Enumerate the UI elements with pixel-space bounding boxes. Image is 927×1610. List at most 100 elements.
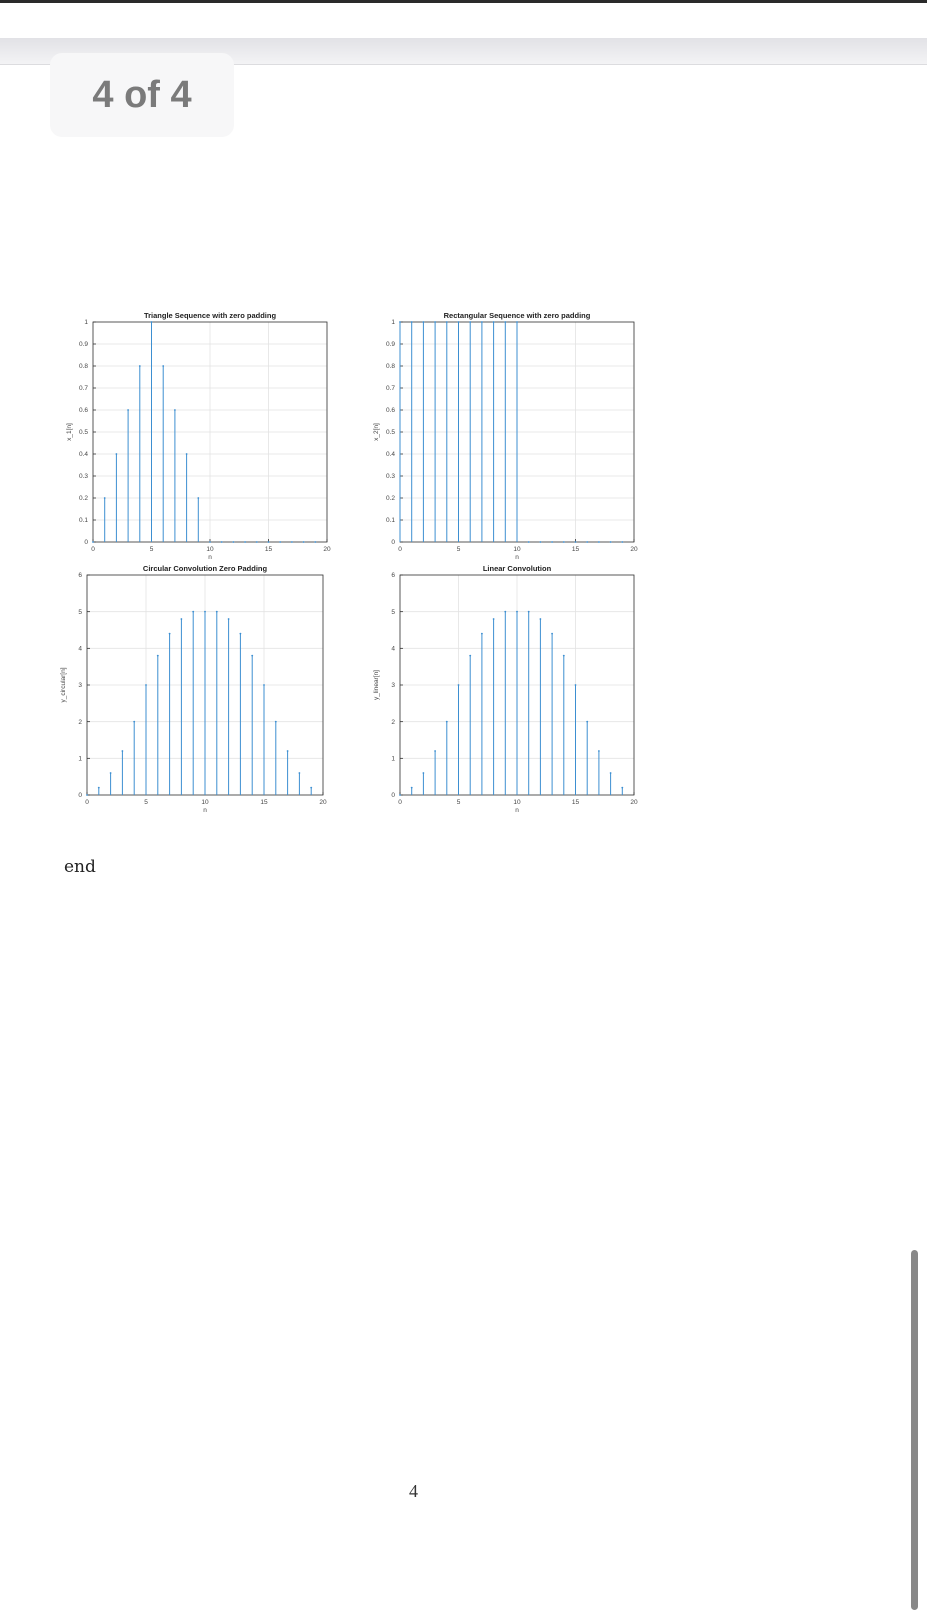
stem-mark	[168, 632, 171, 795]
y-tick-label: 0.6	[79, 407, 88, 414]
stem-mark	[410, 321, 413, 542]
stem-marker	[314, 541, 317, 543]
stem-marker	[586, 541, 589, 543]
x-tick-label: 0	[398, 799, 402, 806]
stem-mark	[399, 794, 401, 796]
x-tick-label: 15	[265, 546, 273, 553]
x-tick-label: 20	[323, 546, 331, 553]
stem-marker	[551, 541, 553, 543]
stem-mark	[302, 541, 305, 543]
y-tick-label: 0.4	[79, 451, 88, 458]
stem-mark	[481, 632, 483, 795]
stem-mark	[92, 541, 94, 543]
vertical-scrollbar[interactable]	[911, 1250, 918, 1610]
page-indicator: 4 of 4	[50, 53, 234, 137]
subplot-2: 0 5 10 15 20 0 0.1 0.2 0.3 0.4 0.5 0.6 0.7 0.8 0.9 1 Rec…	[373, 311, 638, 561]
stem-marker	[185, 453, 188, 455]
y-tick-label: 0.3	[386, 473, 395, 480]
code-end-keyword: end	[64, 857, 96, 877]
stem-mark	[551, 632, 553, 795]
x-tick-label: 10	[513, 799, 521, 806]
stem-mark	[115, 453, 118, 542]
subplot-title: Circular Convolution Zero Padding	[143, 564, 268, 573]
stem-marker	[457, 321, 460, 323]
x-tick-label: 15	[572, 546, 580, 553]
stem-marker	[539, 618, 542, 620]
stem-marker	[586, 720, 589, 723]
subplot-title: Rectangular Sequence with zero padding	[444, 311, 591, 320]
stem-mark	[586, 541, 589, 543]
stem-mark	[197, 497, 200, 542]
stem-marker	[180, 618, 183, 620]
x-tick-label: 10	[201, 799, 209, 806]
stem-marker	[192, 610, 195, 613]
y-tick-label: 2	[78, 719, 82, 726]
y-tick-label: 0	[84, 539, 88, 546]
y-tick-label: 5	[78, 609, 82, 616]
stem-marker	[562, 541, 565, 543]
y-tick-label: 0.9	[79, 341, 88, 348]
stem-marker	[434, 321, 436, 323]
stem-marker	[145, 684, 147, 686]
stem-mark	[274, 720, 277, 795]
stem-marker	[232, 541, 235, 543]
y-tick-label: 0.8	[386, 363, 395, 370]
stem-marker	[551, 632, 553, 635]
stem-mark	[539, 541, 542, 543]
stem-marker	[481, 321, 483, 323]
stem-marker	[162, 365, 165, 367]
y-axis-label: y_linear[n]	[373, 670, 380, 700]
stem-mark	[574, 541, 577, 543]
y-tick-label: 0.6	[386, 407, 395, 414]
stem-mark	[598, 750, 600, 795]
stem-marker	[298, 772, 301, 774]
stem-marker	[197, 497, 200, 499]
stem-mark	[267, 541, 270, 543]
stem-marker	[244, 541, 247, 543]
stem-marker	[609, 772, 612, 774]
stem-marker	[220, 541, 223, 543]
stem-marker	[267, 541, 270, 543]
stem-mark	[232, 541, 235, 543]
stem-mark	[527, 541, 530, 543]
stem-mark	[457, 321, 460, 542]
x-tick-label: 15	[572, 799, 580, 806]
stem-mark	[286, 750, 289, 795]
stem-marker	[621, 786, 624, 789]
stem-marker	[492, 321, 495, 323]
stem-marker	[251, 654, 254, 657]
stem-marker	[434, 750, 436, 752]
stem-mark	[138, 365, 141, 542]
stem-mark	[185, 453, 188, 542]
stem-mark	[215, 610, 218, 795]
stem-marker	[504, 321, 507, 323]
stem-marker	[174, 409, 176, 411]
x-tick-label: 20	[630, 546, 638, 553]
subplot-1: 0 5 10 15 20 0 0.1 0.2 0.3 0.4 0.5 0.6 0.7 0.8 0.9 1 Tri…	[66, 311, 331, 561]
stem-marker	[92, 541, 94, 543]
x-tick-label: 5	[457, 799, 461, 806]
stem-marker	[156, 654, 159, 657]
stem-marker	[310, 786, 313, 789]
stem-marker	[133, 720, 136, 723]
matlab-figure: 0 5 10 15 2000.10.20.30.40.50.60.70.80.91Tri…	[60, 311, 638, 814]
stem-mark	[239, 632, 242, 795]
subplot-3: 0 5 10 15 20 0 1 2 3 4 5 6 Circular Convolution Zero…	[60, 564, 327, 814]
y-tick-label: 0	[391, 792, 395, 799]
stem-mark	[609, 772, 612, 795]
stem-marker	[255, 541, 258, 543]
subplot-4: 0 5 10 15 20 0 1 2 3 4 5 6 Linear Convolution n y_line…	[373, 564, 638, 814]
stem-mark	[621, 541, 624, 543]
stem-mark	[145, 684, 147, 795]
stem-marker	[127, 409, 129, 411]
stem-mark	[314, 541, 317, 543]
stem-mark	[457, 684, 460, 795]
stem-marker	[481, 632, 483, 635]
y-tick-label: 0.1	[79, 517, 88, 524]
stem-marker	[457, 684, 460, 686]
y-tick-label: 0.2	[386, 495, 395, 502]
y-axis-label: x_2[n]	[373, 423, 380, 441]
x-tick-label: 15	[260, 799, 268, 806]
stem-marker	[204, 610, 206, 613]
x-tick-label: 0	[85, 799, 89, 806]
